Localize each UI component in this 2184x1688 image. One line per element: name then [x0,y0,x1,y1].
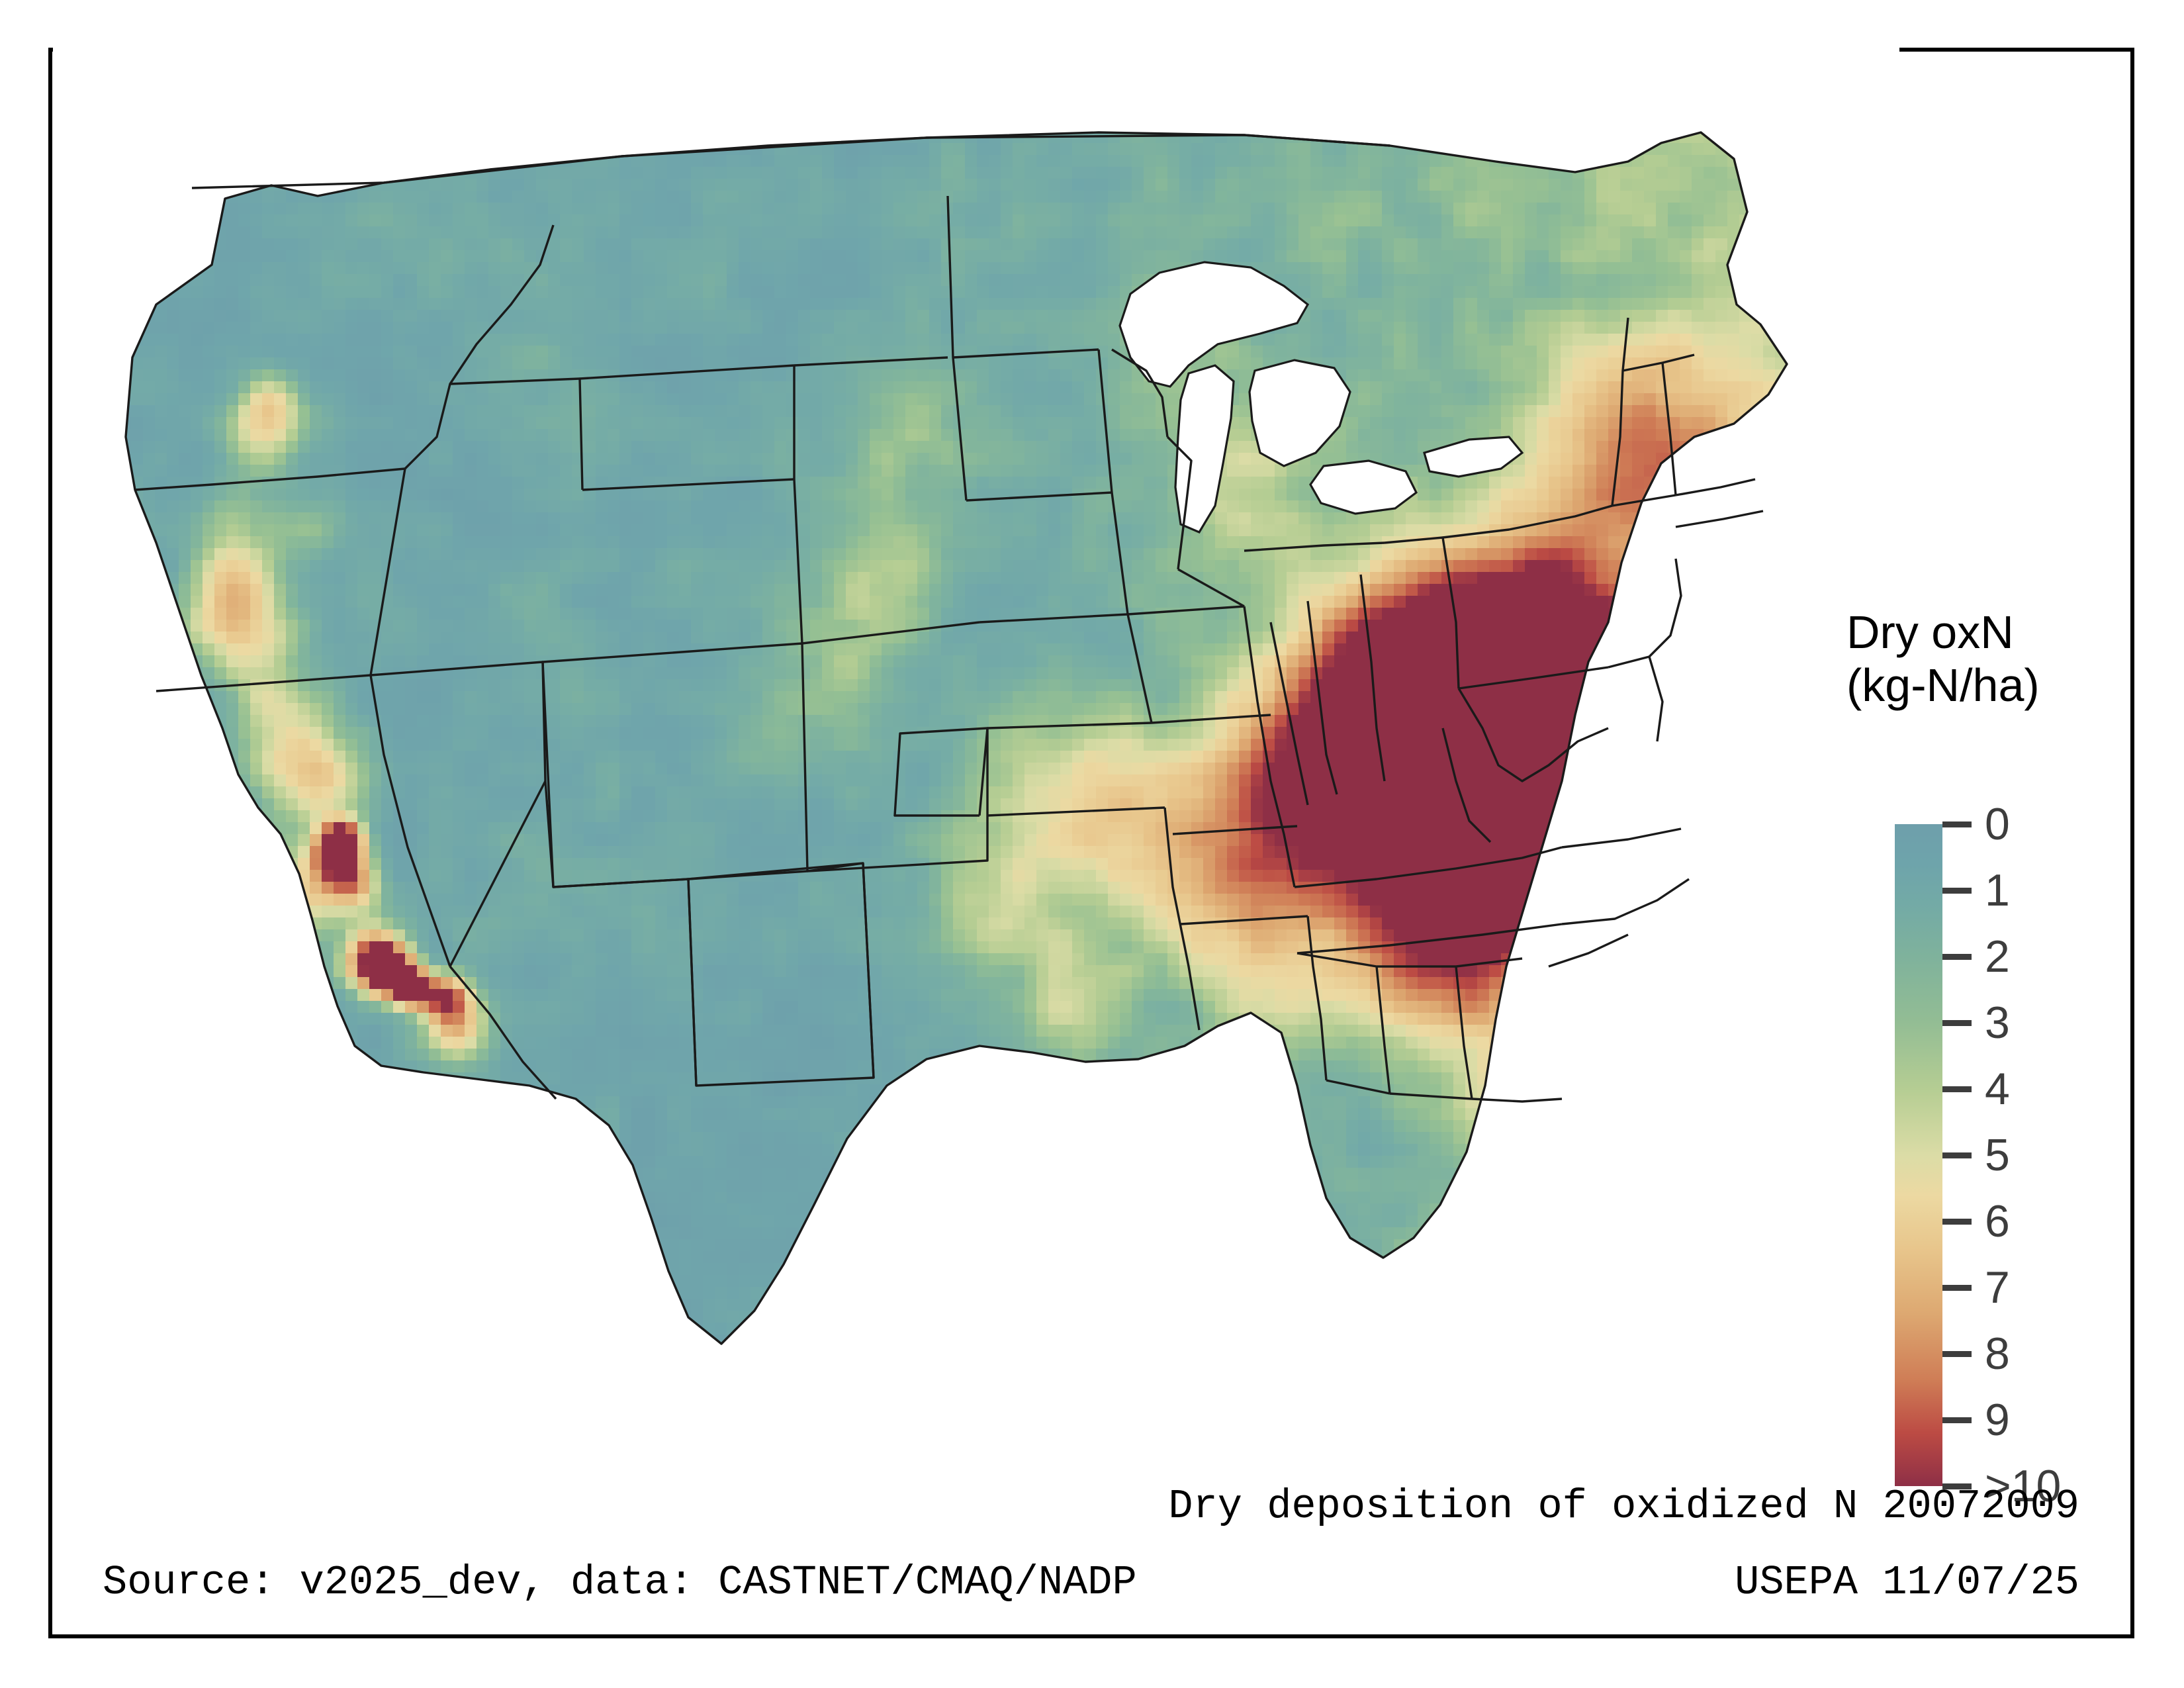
map-caption: Dry deposition of oxidized N 20072009 [1168,1483,2079,1530]
colorbar-tick-8 [1942,1351,1972,1357]
colorbar-tick-1 [1942,888,1972,894]
colorbar-tick-label-9: 9 [1985,1395,2010,1445]
colorbar-tick-label-7: 7 [1985,1262,2010,1313]
colorbar-wrap: 0 1 2 3 4 5 6 7 8 9 >10 [1895,802,2113,1509]
colorbar-tick-label-8: 8 [1985,1329,2010,1379]
colorbar-tick-6 [1942,1219,1972,1225]
caption-row: Dry deposition of oxidized N 20072009 [0,1483,2184,1530]
colorbar-tick-9 [1942,1417,1972,1423]
colorbar-tick-2 [1942,954,1972,960]
colorbar-tick-5 [1942,1152,1972,1158]
colorbar-tick-4 [1942,1086,1972,1092]
colorbar-tick-gt10 [1942,1483,1972,1489]
colorbar-legend: Dry oxN (kg-N/ha) 0 1 2 3 4 5 6 7 8 9 >10 [1846,606,2131,1509]
colorbar-tick-label-gt10: >10 [1985,1461,2062,1511]
map-svg [53,40,1899,1443]
source-note: Source: v2025_dev, data: CASTNET/CMAQ/NA… [103,1559,1137,1606]
colorbar-tick-7 [1942,1285,1972,1291]
colorbar-tick-label-0: 0 [1985,799,2010,849]
colorbar-title: Dry oxN (kg-N/ha) [1846,606,2131,712]
colorbar-tick-label-5: 5 [1985,1130,2010,1180]
colorbar-tick-label-2: 2 [1985,931,2010,982]
agency-date: USEPA 11/07/25 [1735,1559,2079,1606]
colorbar-gradient [1895,824,1942,1486]
deposition-map [53,40,1899,1443]
state-boundaries [124,131,1788,1345]
ocean-mask [53,40,1899,1443]
colorbar-title-line1: Dry oxN [1846,606,2014,658]
colorbar-tick-label-1: 1 [1985,865,2010,915]
colorbar-tick-label-3: 3 [1985,998,2010,1048]
colorbar-tick-3 [1942,1020,1972,1026]
colorbar-tick-0 [1942,821,1972,827]
great-lakes [1118,261,1524,534]
colorbar-title-line2: (kg-N/ha) [1846,659,2040,711]
colorbar-tick-label-4: 4 [1985,1064,2010,1114]
colorbar-tick-label-6: 6 [1985,1196,2010,1246]
